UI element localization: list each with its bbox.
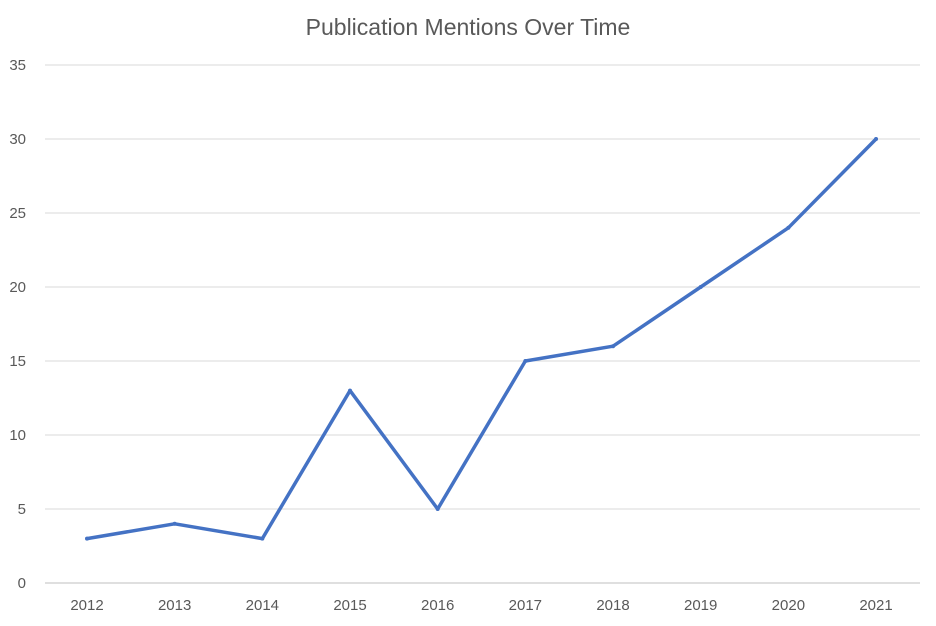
- series-line: [85, 137, 878, 541]
- data-point: [435, 507, 440, 511]
- x-tick-label: 2014: [246, 597, 279, 614]
- y-tick-label: 10: [9, 427, 26, 444]
- x-tick-label: 2018: [596, 597, 629, 614]
- y-axis-tick-labels: 0 5 10 15 20 25 30 35: [9, 57, 26, 592]
- data-point: [85, 536, 89, 541]
- x-tick-label: 2017: [509, 597, 542, 614]
- series-layer: [85, 137, 879, 541]
- y-tick-label: 25: [9, 205, 26, 222]
- y-tick-label: 20: [9, 279, 26, 296]
- x-tick-label: 2016: [421, 597, 454, 614]
- data-point: [698, 285, 703, 289]
- gridlines: [45, 64, 920, 584]
- data-point: [786, 225, 791, 230]
- x-tick-label: 2015: [333, 597, 366, 614]
- data-point: [172, 521, 177, 526]
- x-tick-label: 2020: [772, 597, 805, 614]
- y-tick-label: 15: [9, 353, 26, 370]
- data-point: [874, 137, 879, 141]
- data-point: [260, 536, 265, 541]
- data-point: [348, 388, 353, 393]
- chart-title: Publication Mentions Over Time: [305, 14, 631, 40]
- data-point: [611, 344, 616, 349]
- x-axis-tick-labels: 2012 2013 2014 2015 2016 2017 2018 2019 2020 2021: [70, 597, 892, 614]
- y-tick-label: 5: [18, 501, 26, 518]
- x-tick-label: 2019: [684, 597, 717, 614]
- y-tick-label: 0: [18, 575, 26, 592]
- data-point: [523, 359, 528, 363]
- x-tick-label: 2013: [158, 597, 191, 614]
- x-tick-label: 2021: [859, 597, 892, 614]
- x-tick-label: 2012: [70, 597, 103, 614]
- y-tick-label: 35: [9, 57, 26, 74]
- y-tick-label: 30: [9, 131, 26, 148]
